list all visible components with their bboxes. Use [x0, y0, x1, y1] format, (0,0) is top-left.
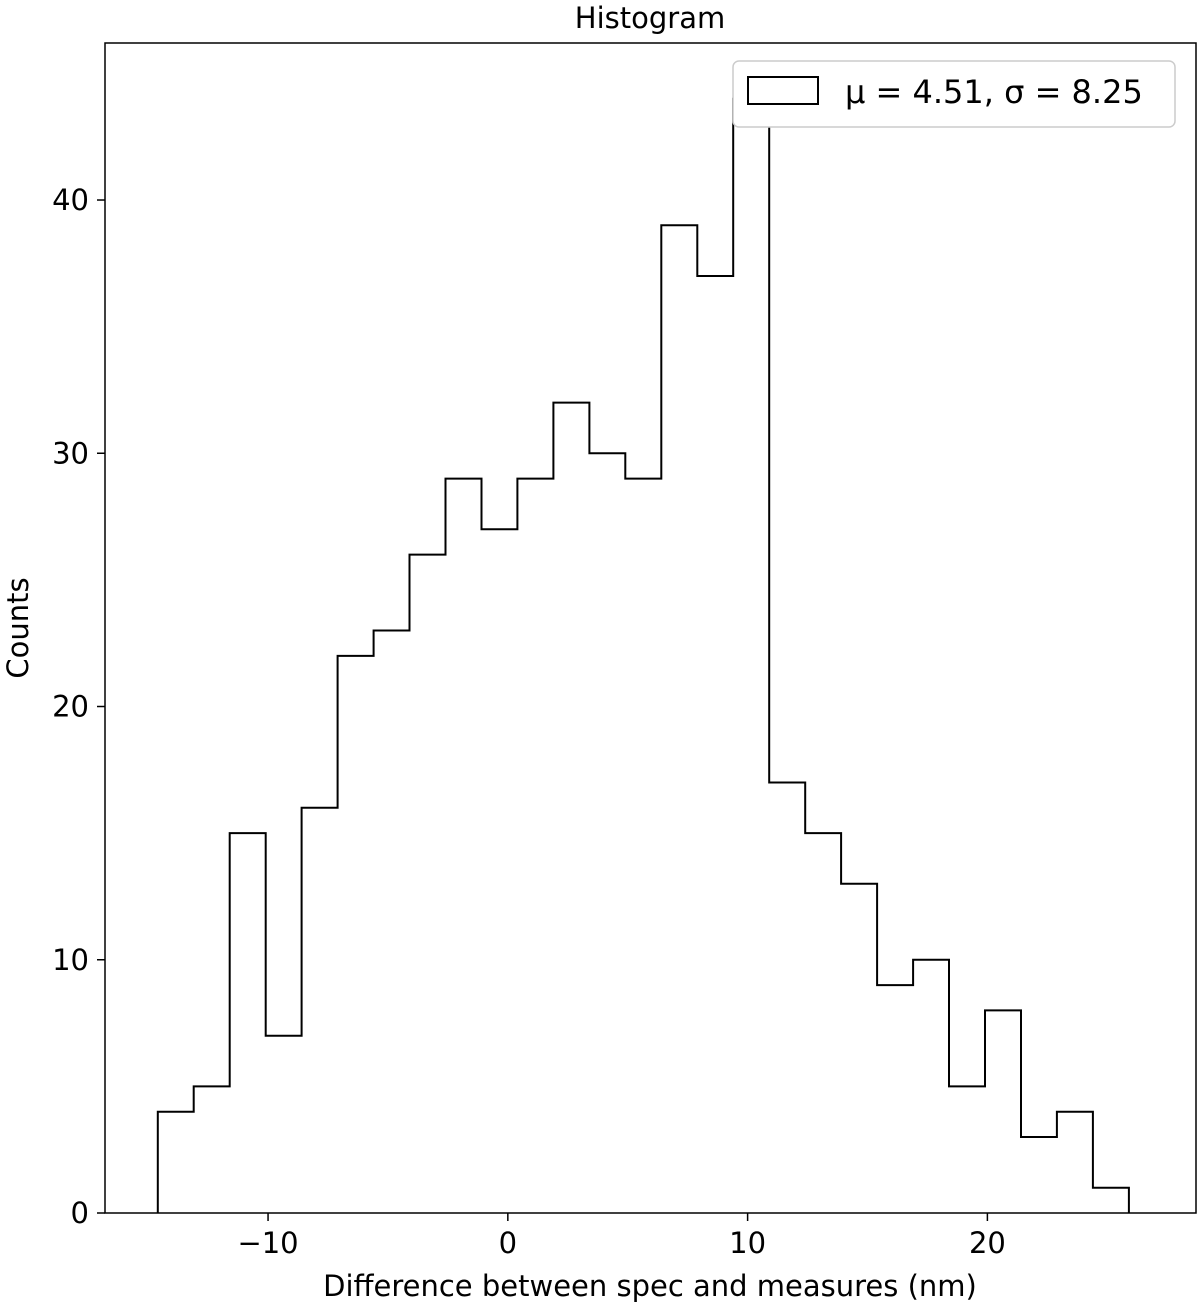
histogram-bar: [482, 529, 518, 1213]
x-tick-label: 10: [729, 1226, 766, 1260]
histogram-bar: [1021, 1137, 1057, 1213]
histogram-bar: [338, 656, 374, 1213]
histogram-bar: [194, 1086, 230, 1213]
legend-swatch: [747, 76, 819, 105]
legend-box: [732, 60, 1176, 128]
histogram-bar: [841, 884, 877, 1213]
x-tick-label: −10: [237, 1226, 298, 1260]
histogram-bar: [985, 1010, 1021, 1213]
histogram-bar: [410, 555, 446, 1213]
x-tick-label: 20: [969, 1226, 1006, 1260]
histogram-bar: [589, 453, 625, 1213]
histogram-bar: [697, 276, 733, 1213]
histogram-bar: [553, 403, 589, 1213]
y-tick-label: 20: [52, 690, 89, 724]
legend-entry: μ = 4.51, σ = 8.25: [845, 73, 1143, 111]
histogram-bar: [266, 1036, 302, 1213]
histogram-bar: [661, 225, 697, 1213]
legend: μ = 4.51, σ = 8.25: [732, 60, 1176, 128]
histogram-bar: [1057, 1112, 1093, 1213]
histogram-bar: [769, 783, 805, 1214]
histogram-bar: [517, 479, 553, 1213]
x-axis-ticks: −10 0 10 20: [237, 1213, 1006, 1260]
histogram-bar: [302, 808, 338, 1213]
x-tick-label: 0: [499, 1226, 517, 1260]
histogram-step-outline: [156, 97, 1130, 1213]
histogram-bar: [374, 631, 410, 1214]
y-axis-label: Counts: [1, 577, 35, 678]
histogram-bars: [156, 97, 1130, 1214]
y-tick-label: 0: [71, 1196, 89, 1230]
histogram-bar: [733, 99, 769, 1213]
histogram-bar: [877, 985, 913, 1213]
histogram-bar: [230, 833, 266, 1213]
histogram-bar: [158, 1112, 194, 1213]
plot-frame: [104, 42, 1197, 1214]
y-tick-label: 10: [52, 943, 89, 977]
histogram-bar: [913, 960, 949, 1213]
histogram-bar: [625, 479, 661, 1213]
histogram-bar: [949, 1086, 985, 1213]
x-axis-label: Difference between spec and measures (nm…: [323, 1269, 977, 1303]
y-tick-label: 40: [52, 183, 89, 217]
histogram-bar: [446, 479, 482, 1213]
histogram-bar: [1093, 1188, 1129, 1213]
y-tick-label: 30: [52, 436, 89, 470]
chart-title: Histogram: [575, 1, 725, 35]
histogram-bar: [805, 833, 841, 1213]
y-axis-ticks: 0 10 20 30 40: [52, 183, 105, 1230]
